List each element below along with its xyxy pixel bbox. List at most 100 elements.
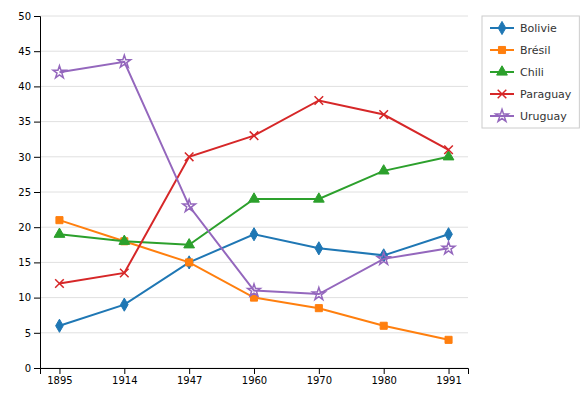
y-tick-mark bbox=[34, 333, 40, 334]
series-marker bbox=[54, 228, 65, 237]
y-tick-label: 35 bbox=[18, 116, 31, 127]
grid-line bbox=[40, 156, 468, 157]
y-tick-mark bbox=[34, 122, 40, 123]
series-marker bbox=[249, 193, 260, 202]
y-tick-label: 15 bbox=[18, 257, 31, 268]
series-marker bbox=[56, 319, 64, 332]
series-line bbox=[59, 157, 448, 245]
series-marker bbox=[443, 151, 454, 160]
legend-label: Brésil bbox=[520, 44, 550, 57]
series-marker bbox=[121, 298, 129, 311]
x-tick-mark bbox=[449, 368, 450, 374]
legend-marker bbox=[497, 66, 508, 75]
y-tick-mark bbox=[34, 262, 40, 263]
series-marker bbox=[186, 259, 193, 266]
legend-frame bbox=[482, 16, 579, 128]
x-tick-mark bbox=[124, 368, 125, 374]
x-tick-mark bbox=[189, 368, 190, 374]
y-tick: 10 bbox=[18, 292, 40, 303]
x-tick-mark bbox=[254, 368, 255, 374]
y-tick-mark bbox=[34, 227, 40, 228]
y-axis-line bbox=[34, 17, 41, 369]
x-tick-mark bbox=[384, 368, 385, 374]
series-marker bbox=[250, 131, 259, 140]
y-tick-mark bbox=[34, 51, 40, 52]
x-tick: 1914 bbox=[112, 368, 137, 386]
legend-marker bbox=[498, 46, 505, 53]
chart-container: 0510152025303540455018951914194719601970… bbox=[0, 0, 586, 398]
series-marker bbox=[379, 110, 388, 119]
series-line bbox=[59, 62, 448, 294]
y-tick-mark bbox=[34, 157, 40, 158]
x-tick-label: 1991 bbox=[436, 375, 461, 386]
legend-label: Paraguay bbox=[520, 88, 572, 101]
series-marker bbox=[119, 235, 130, 244]
x-tick-label: 1914 bbox=[112, 375, 137, 386]
plot-area: 0510152025303540455018951914194719601970… bbox=[18, 11, 468, 386]
y-tick: 50 bbox=[18, 11, 40, 22]
series-marker bbox=[445, 228, 453, 241]
legend-item: Uruguay bbox=[490, 109, 567, 123]
x-tick-label: 1980 bbox=[371, 375, 396, 386]
legend-label: Bolivie bbox=[520, 22, 557, 35]
y-axis: 05101520253035404550 bbox=[18, 11, 40, 374]
legend-item: Brésil bbox=[490, 44, 550, 57]
x-tick-label: 1970 bbox=[307, 375, 332, 386]
series-marker bbox=[380, 322, 387, 329]
y-tick-label: 20 bbox=[18, 222, 31, 233]
x-tick: 1980 bbox=[371, 368, 396, 386]
series-line bbox=[59, 100, 448, 283]
x-tick-label: 1895 bbox=[47, 375, 72, 386]
y-tick-label: 25 bbox=[18, 187, 31, 198]
series-marker bbox=[185, 256, 193, 269]
series-line bbox=[59, 234, 448, 326]
x-tick: 1947 bbox=[177, 368, 202, 386]
series-marker bbox=[444, 145, 453, 154]
y-tick-label: 0 bbox=[25, 363, 31, 374]
legend: BolivieBrésilChiliParaguayUruguay bbox=[482, 16, 579, 128]
series-marker bbox=[445, 336, 452, 343]
x-tick: 1895 bbox=[47, 368, 72, 386]
legend-item: Paraguay bbox=[490, 88, 572, 101]
y-tick-label: 10 bbox=[18, 292, 31, 303]
x-tick-mark bbox=[59, 368, 60, 374]
series-line bbox=[59, 220, 448, 340]
series-marker bbox=[313, 193, 324, 202]
y-tick-mark bbox=[34, 192, 40, 193]
grid-line bbox=[40, 262, 468, 263]
series-marker bbox=[120, 269, 129, 278]
grid bbox=[40, 16, 468, 368]
y-tick-label: 30 bbox=[18, 152, 31, 163]
legend-marker bbox=[498, 90, 507, 99]
series-marker bbox=[56, 217, 63, 224]
chart-svg: 0510152025303540455018951914194719601970… bbox=[0, 0, 586, 398]
y-tick: 25 bbox=[18, 187, 40, 198]
legend-marker bbox=[496, 109, 509, 121]
y-tick-mark bbox=[34, 298, 40, 299]
grid-line bbox=[40, 86, 468, 87]
series-marker bbox=[315, 96, 324, 105]
y-tick: 5 bbox=[25, 328, 40, 339]
grid-line bbox=[40, 16, 468, 17]
y-tick-label: 50 bbox=[18, 11, 31, 22]
x-axis: 1895191419471960197019801991 bbox=[41, 368, 469, 386]
x-tick-mark bbox=[319, 368, 320, 374]
y-tick-label: 45 bbox=[18, 46, 31, 57]
legend-line bbox=[490, 115, 514, 117]
series-marker bbox=[248, 284, 261, 296]
legend-label: Uruguay bbox=[520, 110, 567, 123]
x-tick-label: 1947 bbox=[177, 375, 202, 386]
x-axis-line bbox=[41, 369, 469, 375]
series-marker bbox=[377, 252, 390, 264]
grid-line bbox=[40, 121, 468, 122]
x-tick: 1991 bbox=[436, 368, 461, 386]
series-marker bbox=[442, 242, 455, 254]
y-tick-mark bbox=[34, 86, 40, 87]
y-tick: 45 bbox=[18, 46, 40, 57]
x-tick: 1970 bbox=[307, 368, 332, 386]
series-marker bbox=[250, 228, 258, 241]
series-marker bbox=[184, 239, 195, 248]
series-marker bbox=[315, 305, 322, 312]
grid-line bbox=[40, 51, 468, 52]
y-tick-mark bbox=[34, 368, 40, 369]
